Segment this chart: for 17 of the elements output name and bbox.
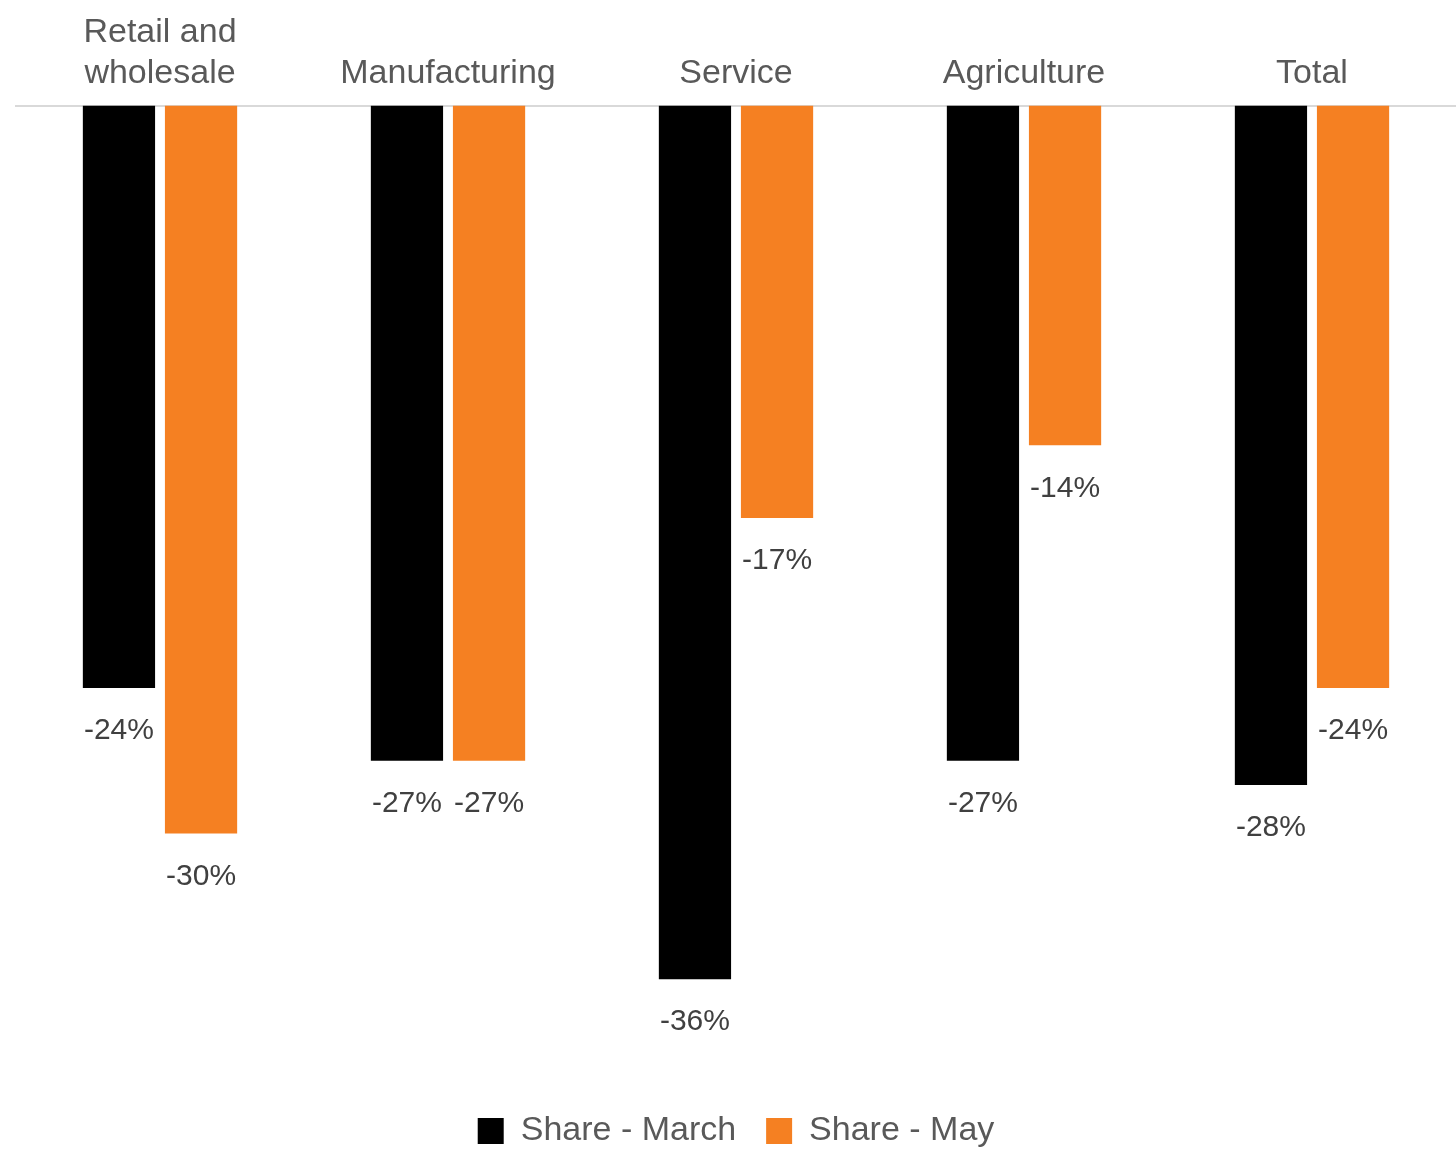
x-tick-label: Agriculture bbox=[942, 51, 1106, 90]
legend-label: Share - May bbox=[809, 1109, 995, 1148]
data-label: -36% bbox=[659, 1003, 730, 1037]
data-label: -30% bbox=[166, 857, 237, 891]
data-label: -28% bbox=[1235, 809, 1306, 843]
data-label: -17% bbox=[742, 542, 813, 576]
x-tick-label: Total bbox=[1276, 51, 1348, 90]
x-tick-label: Manufacturing bbox=[340, 51, 556, 90]
x-tick-label: Retail and wholesale bbox=[83, 10, 237, 90]
data-label: -27% bbox=[454, 785, 525, 819]
data-label: -24% bbox=[83, 712, 154, 746]
data-label: -27% bbox=[371, 785, 442, 819]
data-label: -24% bbox=[1318, 712, 1389, 746]
legend-label: Share - March bbox=[520, 1109, 737, 1148]
data-label: -27% bbox=[947, 785, 1018, 819]
x-tick-label: Service bbox=[679, 51, 793, 90]
data-label: -14% bbox=[1030, 469, 1101, 503]
